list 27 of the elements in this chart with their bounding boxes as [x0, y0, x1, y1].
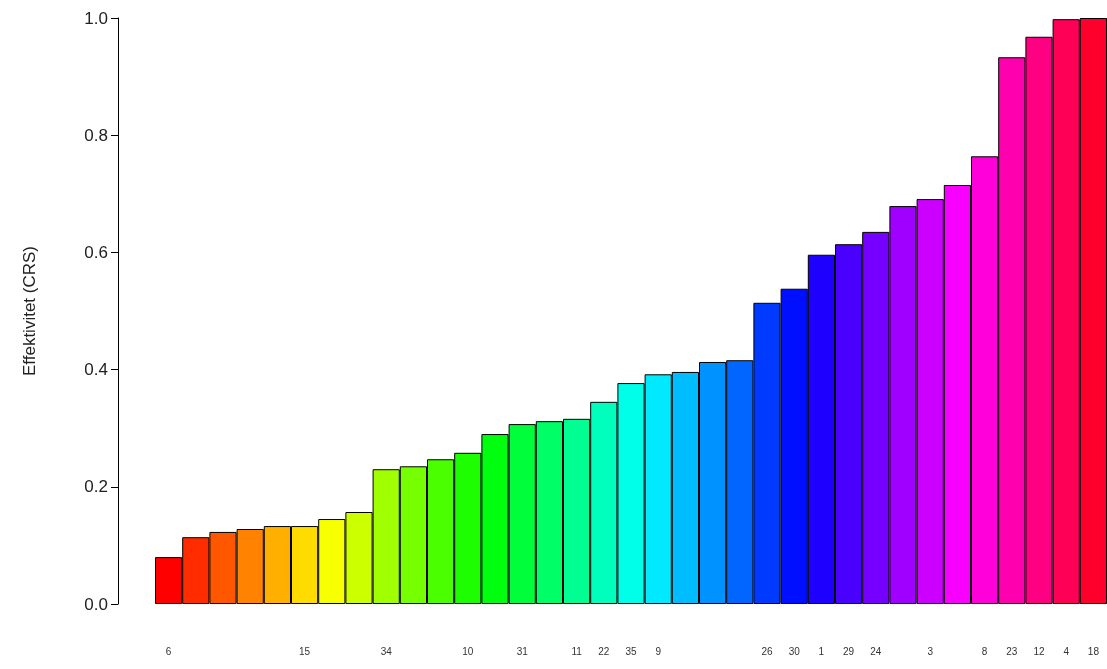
x-tick-label: 18 — [1087, 645, 1100, 657]
x-tick-label: 6 — [165, 645, 172, 657]
x-tick-label: 30 — [788, 645, 801, 657]
x-tick-label: 26 — [761, 645, 773, 657]
x-tick-label: 34 — [380, 645, 393, 657]
x-tick-label: 12 — [1033, 645, 1045, 657]
x-tick-label: 9 — [655, 645, 662, 657]
y-tick-label: 0.0 — [84, 594, 108, 614]
y-tick-label: 0.8 — [84, 125, 108, 145]
x-tick-label: 29 — [843, 645, 855, 657]
y-axis-title: Effektivitet (CRS) — [20, 245, 39, 377]
x-tick-label: 24 — [870, 645, 882, 657]
x-tick-label: 10 — [462, 645, 474, 657]
y-tick-label: 0.4 — [84, 360, 108, 380]
x-tick-label: 11 — [571, 645, 583, 657]
x-tick-label: 1 — [818, 645, 825, 657]
x-tick-label: 22 — [598, 645, 610, 657]
y-tick-label: 1.0 — [84, 8, 108, 28]
y-tick-label: 0.6 — [84, 242, 108, 262]
y-tick-label: 0.2 — [84, 477, 108, 497]
x-tick-label: 8 — [981, 645, 988, 657]
x-tick-label: 23 — [1006, 645, 1018, 657]
x-tick-label: 35 — [625, 645, 637, 657]
x-tick-label: 4 — [1063, 645, 1070, 657]
x-tick-label: 31 — [516, 645, 529, 657]
x-tick-label: 3 — [927, 645, 934, 657]
x-tick-label: 15 — [299, 645, 311, 657]
